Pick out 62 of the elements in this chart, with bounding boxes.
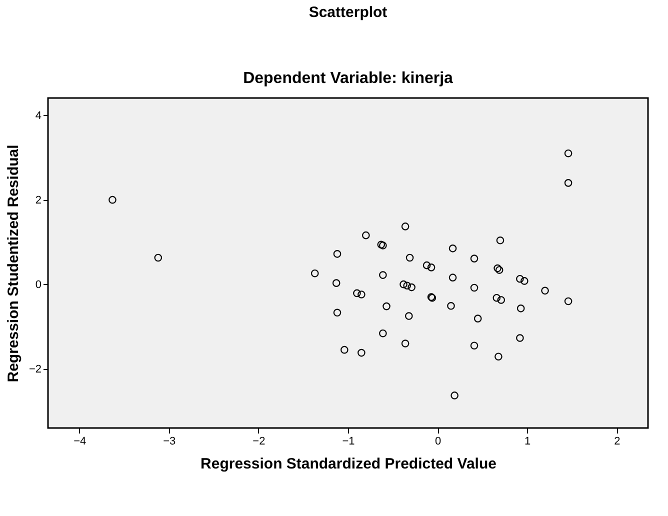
point <box>497 296 506 304</box>
point <box>496 236 504 244</box>
x-tick-label: 0 <box>434 436 442 448</box>
x-tick-label: 1 <box>524 436 531 448</box>
point <box>400 280 408 288</box>
x-axis-title: Regression Standardized Predicted Value <box>200 456 496 472</box>
point <box>401 340 410 348</box>
point <box>108 196 116 204</box>
point <box>448 274 457 282</box>
point <box>154 254 162 262</box>
point <box>427 264 436 272</box>
point <box>404 312 413 320</box>
point <box>358 290 366 298</box>
point <box>377 240 386 249</box>
point <box>474 314 482 322</box>
point <box>379 242 387 250</box>
point <box>358 348 366 357</box>
point <box>379 329 387 338</box>
point <box>564 179 572 187</box>
y-tick-label: 2 <box>35 194 42 206</box>
point <box>340 346 348 354</box>
point <box>564 149 572 158</box>
point <box>495 266 504 274</box>
point <box>541 286 549 295</box>
point <box>516 274 524 283</box>
point <box>382 302 390 310</box>
point <box>403 282 412 290</box>
point <box>448 244 457 252</box>
y-axis-title: Regression Studentized Residual <box>4 144 22 382</box>
chart-title: Scatterplot <box>308 4 388 21</box>
y-tick-label: 4 <box>35 110 42 122</box>
point <box>422 261 431 270</box>
point <box>516 304 525 312</box>
point <box>406 254 414 262</box>
point <box>520 277 528 285</box>
point <box>450 392 458 400</box>
point <box>333 250 342 258</box>
point <box>379 271 387 279</box>
point <box>362 231 370 240</box>
point <box>447 302 455 310</box>
point <box>408 283 416 292</box>
point <box>353 289 361 298</box>
y-tick-label: −2 <box>28 363 42 376</box>
point <box>470 254 478 262</box>
point <box>492 294 501 302</box>
point <box>494 352 502 360</box>
point <box>516 334 524 342</box>
x-tick-label: −3 <box>163 436 176 448</box>
point <box>333 308 342 317</box>
point <box>310 269 319 278</box>
point <box>470 284 478 292</box>
point <box>401 222 410 230</box>
x-tick-label: −4 <box>74 436 86 448</box>
x-tick-label: −2 <box>252 436 266 448</box>
point <box>470 342 478 350</box>
point <box>494 264 502 272</box>
y-tick-label: 0 <box>35 278 42 291</box>
x-tick-label: 2 <box>614 436 620 448</box>
chart-subtitle: Dependent Variable: kinerja <box>243 70 454 87</box>
point <box>564 297 572 306</box>
x-tick-label: −1 <box>342 436 355 448</box>
point <box>332 279 340 287</box>
